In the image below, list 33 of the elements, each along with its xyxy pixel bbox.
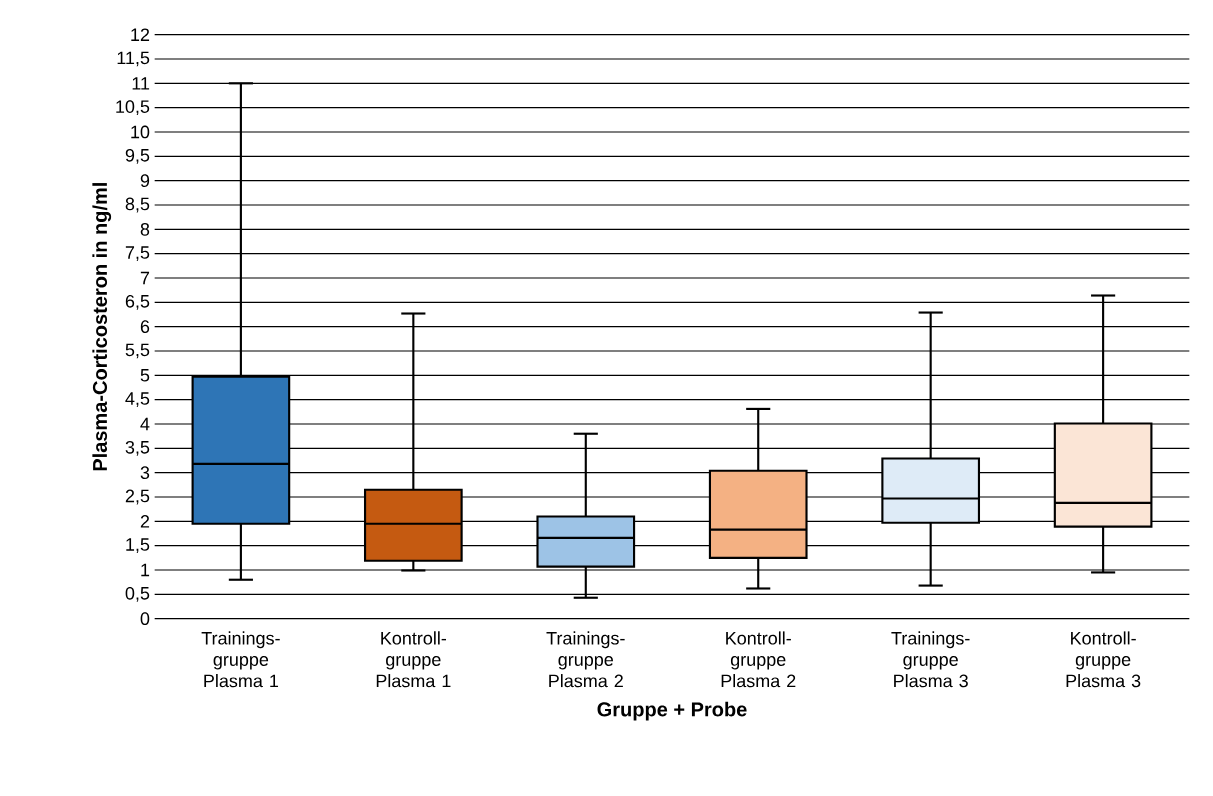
y-tick-label: 2,5 bbox=[125, 489, 150, 505]
y-tick-label: 9,5 bbox=[125, 148, 150, 164]
x-axis-title: Gruppe + Probe bbox=[597, 701, 747, 721]
y-tick-label: 5 bbox=[140, 369, 150, 382]
y-tick-label: 0 bbox=[140, 612, 150, 626]
y-tick-label: 4,5 bbox=[125, 392, 150, 407]
x-tick-label: Trainings-gruppe Plasma 1 bbox=[201, 631, 280, 688]
y-tick-label: 8,5 bbox=[125, 197, 150, 213]
y-tick-label: 5,5 bbox=[125, 343, 150, 359]
y-tick-label: 3 bbox=[140, 466, 150, 480]
x-tick-label: Kontroll-gruppe Plasma 1 bbox=[376, 631, 451, 688]
y-tick-label: 11,5 bbox=[117, 51, 150, 67]
x-tick-label: Kontroll-gruppe Plasma 2 bbox=[721, 631, 796, 688]
y-tick-label: 4 bbox=[140, 417, 150, 431]
y-tick-label: 9 bbox=[140, 174, 150, 188]
y-tick-label: 6,5 bbox=[125, 294, 150, 310]
y-tick-label: 7 bbox=[140, 271, 150, 285]
y-tick-label: 1,5 bbox=[126, 538, 150, 554]
y-tick-label: 6 bbox=[140, 320, 150, 334]
y-tick-label: 2 bbox=[140, 515, 150, 528]
y-tick-label: 1 bbox=[141, 563, 150, 577]
x-tick-label: Kontroll-gruppe Plasma 3 bbox=[1066, 631, 1141, 688]
y-tick-label: 10 bbox=[131, 125, 150, 139]
y-tick-label: 3,5 bbox=[125, 440, 150, 456]
x-tick-label: Trainings-gruppe Plasma 3 bbox=[891, 631, 970, 688]
y-tick-label: 7,5 bbox=[125, 246, 150, 261]
y-tick-label: 8 bbox=[140, 222, 150, 236]
y-tick-label: 10,5 bbox=[116, 100, 150, 116]
y-tick-label: 11 bbox=[132, 77, 150, 90]
y-tick-label: 12 bbox=[131, 28, 150, 41]
x-tick-label: Trainings-gruppe Plasma 2 bbox=[546, 631, 625, 688]
y-axis-title: Plasma-Corticosteron in ng/ml bbox=[92, 183, 112, 471]
y-tick-label: 0,5 bbox=[125, 586, 150, 602]
